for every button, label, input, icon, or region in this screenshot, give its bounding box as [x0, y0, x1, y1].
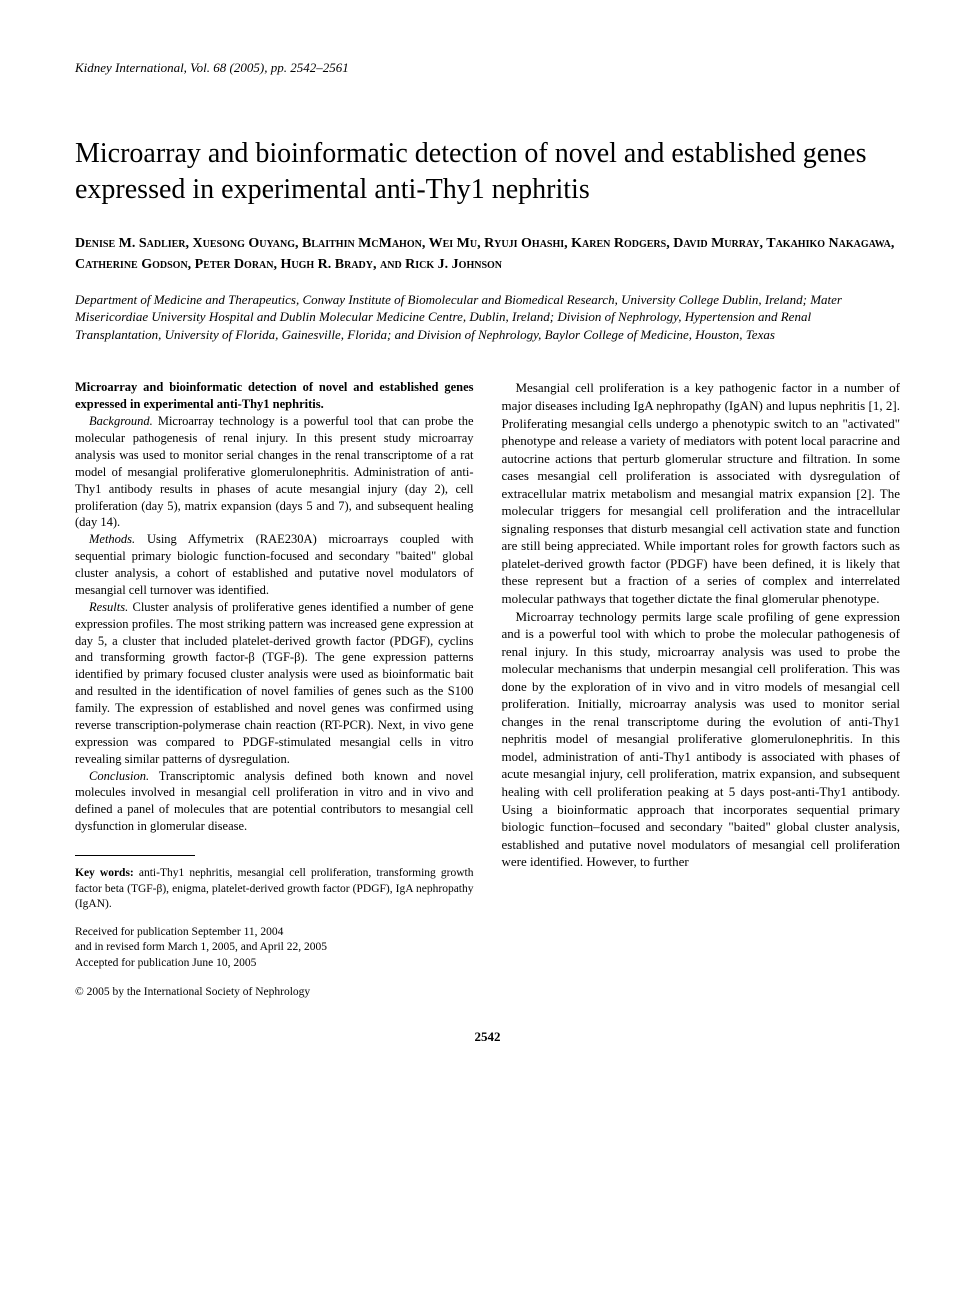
- keywords-label: Key words:: [75, 867, 134, 879]
- results-label: Results.: [75, 600, 128, 614]
- body-paragraph-2: Microarray technology permits large scal…: [502, 608, 901, 871]
- section-divider: [75, 855, 195, 856]
- methods-label: Methods.: [75, 532, 135, 546]
- right-column: Mesangial cell proliferation is a key pa…: [502, 379, 901, 1000]
- left-column: Microarray and bioinformatic detection o…: [75, 379, 474, 1000]
- copyright-notice: © 2005 by the International Society of N…: [75, 985, 474, 1001]
- results-text: Cluster analysis of proliferative genes …: [75, 600, 474, 766]
- abstract-heading: Microarray and bioinformatic detection o…: [75, 379, 474, 413]
- received-date: Received for publication September 11, 2…: [75, 925, 474, 941]
- body-paragraph-1: Mesangial cell proliferation is a key pa…: [502, 379, 901, 607]
- conclusion-label: Conclusion.: [75, 769, 149, 783]
- running-head: Kidney International, Vol. 68 (2005), pp…: [75, 60, 900, 76]
- methods-text: Using Affymetrix (RAE230A) microarrays c…: [75, 532, 474, 597]
- background-text: Microarray technology is a powerful tool…: [75, 414, 474, 529]
- abstract-methods: Methods. Using Affymetrix (RAE230A) micr…: [75, 531, 474, 599]
- keywords-block: Key words: anti-Thy1 nephritis, mesangia…: [75, 866, 474, 913]
- page-number: 2542: [75, 1029, 900, 1045]
- abstract-background: Background. Microarray technology is a p…: [75, 413, 474, 531]
- publication-dates: Received for publication September 11, 2…: [75, 925, 474, 972]
- affiliations: Department of Medicine and Therapeutics,…: [75, 291, 900, 344]
- article-title: Microarray and bioinformatic detection o…: [75, 136, 900, 209]
- abstract-conclusion: Conclusion. Transcriptomic analysis defi…: [75, 768, 474, 836]
- keywords-text: anti-Thy1 nephritis, mesangial cell prol…: [75, 867, 474, 910]
- abstract-results: Results. Cluster analysis of proliferati…: [75, 599, 474, 768]
- two-column-layout: Microarray and bioinformatic detection o…: [75, 379, 900, 1000]
- authors-list: Denise M. Sadlier, Xuesong Ouyang, Blait…: [75, 233, 900, 275]
- accepted-date: Accepted for publication June 10, 2005: [75, 956, 474, 972]
- background-label: Background.: [75, 414, 153, 428]
- revised-date: and in revised form March 1, 2005, and A…: [75, 940, 474, 956]
